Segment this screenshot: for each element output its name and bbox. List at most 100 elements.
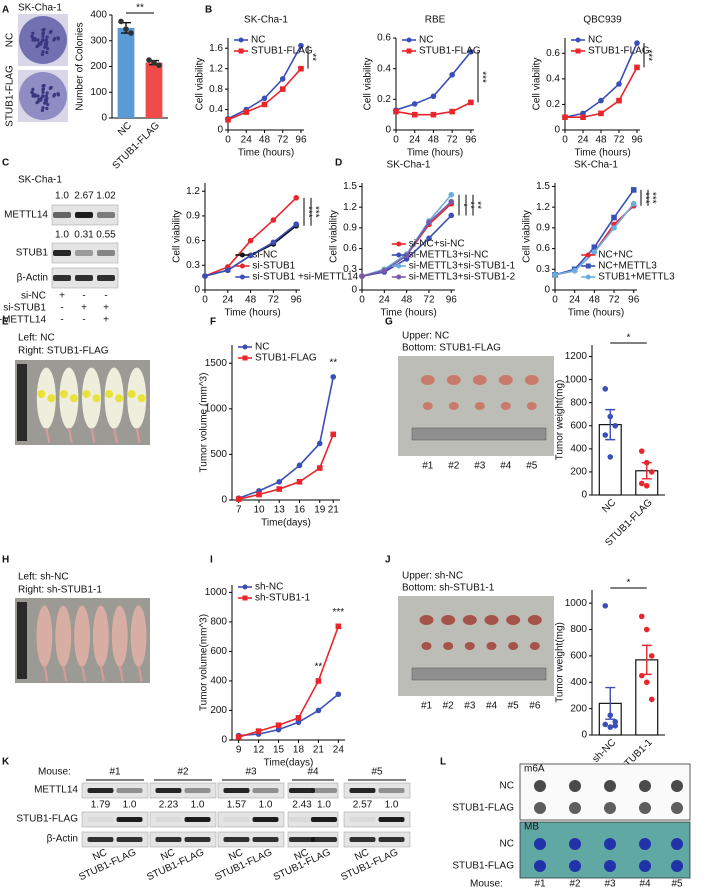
data-point	[648, 653, 655, 659]
significance: ***	[642, 49, 653, 61]
blot-band	[155, 837, 182, 842]
data-point	[602, 386, 609, 392]
marker	[616, 81, 622, 87]
y-tick-label: 100	[90, 87, 107, 98]
condition-sign: +	[81, 303, 87, 314]
colony	[41, 90, 45, 95]
dot	[534, 802, 546, 814]
series-line	[238, 626, 340, 738]
lane-label: STUB1-FLAG	[213, 847, 274, 883]
colony	[44, 43, 49, 47]
blot-band	[184, 817, 211, 822]
marker	[393, 108, 399, 115]
data-point	[607, 724, 614, 730]
y-tick-label: 0	[385, 125, 391, 136]
data-point	[146, 57, 152, 63]
chart	[393, 37, 479, 133]
significance: ***	[302, 206, 313, 218]
legend-label: NC	[588, 35, 602, 46]
y-tick-label: 1000	[565, 598, 588, 609]
x-tick-label: 12	[253, 745, 265, 756]
marker	[449, 108, 455, 115]
marker	[225, 116, 231, 123]
blot-band	[97, 212, 115, 218]
blot-strip	[81, 831, 149, 848]
band-label: STUB1	[16, 248, 49, 259]
colony	[31, 31, 35, 35]
tumor-id: #4	[500, 461, 512, 472]
significance: *	[457, 203, 468, 207]
colony	[39, 98, 43, 102]
chart-title: SK-Cha-1	[244, 15, 288, 26]
y-tick-label: 0.9	[343, 223, 357, 234]
marker	[256, 491, 262, 498]
colony	[41, 50, 45, 54]
legend-label: si-STUB1	[252, 261, 295, 272]
x-axis-label: Time (hours)	[574, 148, 630, 159]
colony	[39, 42, 43, 46]
marker	[316, 465, 323, 471]
data-point	[648, 696, 655, 703]
data-point	[612, 722, 619, 729]
colony	[40, 108, 44, 112]
x-tick-label: 9	[236, 745, 242, 756]
blot-band	[53, 212, 71, 218]
blot-band	[349, 788, 376, 793]
tumor-spot	[92, 394, 101, 403]
mouse-id: #5	[371, 767, 383, 778]
mouse-tail	[113, 427, 119, 444]
marker	[616, 97, 622, 104]
x-tick-label: 48	[245, 295, 257, 306]
condition-sign: +	[59, 291, 65, 302]
tumor-spot	[127, 390, 136, 398]
tumor	[422, 402, 433, 410]
data-point	[123, 26, 129, 32]
dot	[639, 860, 651, 872]
panel-letter: D	[335, 158, 342, 169]
significance: **	[471, 201, 482, 209]
mouse-tail	[45, 427, 51, 444]
blot-band	[116, 837, 143, 842]
dot	[534, 860, 546, 872]
band-label: β-Actin	[47, 834, 78, 845]
data-point	[648, 469, 655, 475]
mouse-label: Mouse:	[470, 879, 503, 890]
blot-band	[155, 817, 182, 822]
blot-band	[289, 788, 315, 793]
tumor-spot	[59, 390, 68, 398]
tumor-id: #3	[474, 461, 486, 472]
marker	[562, 114, 568, 121]
data-point	[612, 422, 619, 429]
tumor	[420, 375, 435, 385]
marker	[276, 478, 283, 485]
ratio: 2.67	[74, 191, 94, 202]
y-tick-label: 0.4	[209, 104, 223, 115]
chart	[562, 37, 645, 133]
tumor-id: #3	[464, 701, 476, 712]
mouse-id: #1	[534, 879, 546, 890]
mouse	[111, 605, 128, 667]
marker	[295, 719, 302, 726]
significance: ***	[309, 206, 320, 218]
y-tick-label: 0.6	[536, 243, 550, 254]
caption: Left: sh-NC	[18, 572, 69, 583]
x-tick-label: 21	[328, 505, 340, 516]
x-tick-label: 18	[293, 745, 305, 756]
x-tick-label: 72	[613, 135, 625, 146]
ratio: 1.0	[385, 800, 399, 811]
chart	[229, 344, 340, 503]
condition-sign: -	[60, 315, 63, 326]
marker	[571, 267, 578, 274]
panel-letter: J	[385, 555, 391, 566]
dot	[671, 838, 683, 850]
y-tick-label: 0	[221, 735, 227, 746]
y-tick-label: 600	[210, 646, 227, 657]
caption: Bottom: sh-STUB1-1	[402, 583, 495, 594]
x-tick-label: 7	[236, 505, 242, 516]
x-tick-label: 24	[333, 745, 345, 756]
legend-label: si-NC+si-NC	[409, 239, 465, 250]
y-tick-label: 0.2	[377, 94, 391, 105]
mouse-tail	[67, 427, 73, 444]
x-tick-label: 72	[423, 295, 435, 306]
blot-band	[311, 788, 337, 793]
